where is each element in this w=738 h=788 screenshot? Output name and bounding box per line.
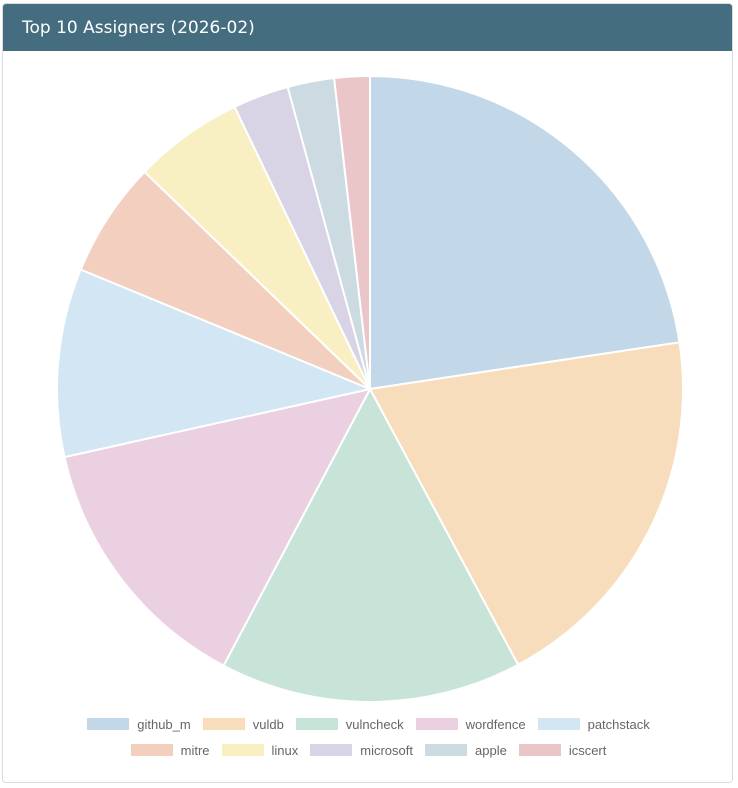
legend-item-linux[interactable]: linux xyxy=(221,742,299,758)
legend-swatch xyxy=(425,744,467,756)
chart-area: github_m vuldb vulncheck wordfence patchstac… xyxy=(3,51,732,782)
legend-item-vulncheck[interactable]: vulncheck xyxy=(295,716,404,732)
chart-card: Top 10 Assigners (2026-02) github_m vuldb… xyxy=(2,3,733,783)
legend-swatch xyxy=(130,744,173,756)
legend-item-microsoft[interactable]: microsoft xyxy=(310,743,413,758)
legend-swatch xyxy=(537,718,580,730)
legend-swatch xyxy=(87,718,130,730)
legend-label: vuldb xyxy=(252,716,284,732)
legend-item-icscert[interactable]: icscert xyxy=(518,742,607,758)
legend-label: github_m xyxy=(137,716,191,732)
legend-label: icscert xyxy=(568,742,607,758)
pie-chart xyxy=(56,74,684,703)
legend-swatch xyxy=(221,744,264,756)
legend-item-wordfence[interactable]: wordfence xyxy=(415,716,526,732)
legend-row: mitre linux microsoft apple icscert xyxy=(3,737,732,763)
chart-legend: github_m vuldb vulncheck wordfence patchstac… xyxy=(3,711,732,763)
card-header: Top 10 Assigners (2026-02) xyxy=(3,4,732,51)
legend-label: wordfence xyxy=(465,716,526,732)
legend-swatch xyxy=(518,744,561,756)
legend-label: patchstack xyxy=(587,716,650,732)
legend-swatch xyxy=(415,718,458,730)
legend-label: microsoft xyxy=(360,742,413,758)
legend-swatch xyxy=(310,744,353,756)
pie-slice-patchstack[interactable] xyxy=(56,268,374,459)
legend-label: apple xyxy=(475,742,507,758)
legend-label: mitre xyxy=(180,742,210,758)
legend-item-apple[interactable]: apple xyxy=(425,743,507,758)
pie-slice-icscert[interactable] xyxy=(333,74,371,390)
pie-slice-wordfence[interactable] xyxy=(63,387,372,667)
legend-item-patchstack[interactable]: patchstack xyxy=(537,716,650,732)
legend-label: vulncheck xyxy=(345,716,404,732)
pie-slice-vulncheck[interactable] xyxy=(222,386,520,703)
pie-slice-vuldb[interactable] xyxy=(368,341,684,667)
legend-label: linux xyxy=(271,742,299,758)
chart-title: Top 10 Assigners (2026-02) xyxy=(22,17,255,38)
pie-slice-github_m[interactable] xyxy=(369,74,681,391)
legend-swatch xyxy=(202,718,245,730)
legend-swatch xyxy=(295,718,338,730)
legend-row: github_m vuldb vulncheck wordfence patchstac… xyxy=(3,711,732,737)
legend-item-github_m[interactable]: github_m xyxy=(87,716,191,732)
legend-item-vuldb[interactable]: vuldb xyxy=(202,716,284,732)
legend-item-mitre[interactable]: mitre xyxy=(130,742,210,758)
